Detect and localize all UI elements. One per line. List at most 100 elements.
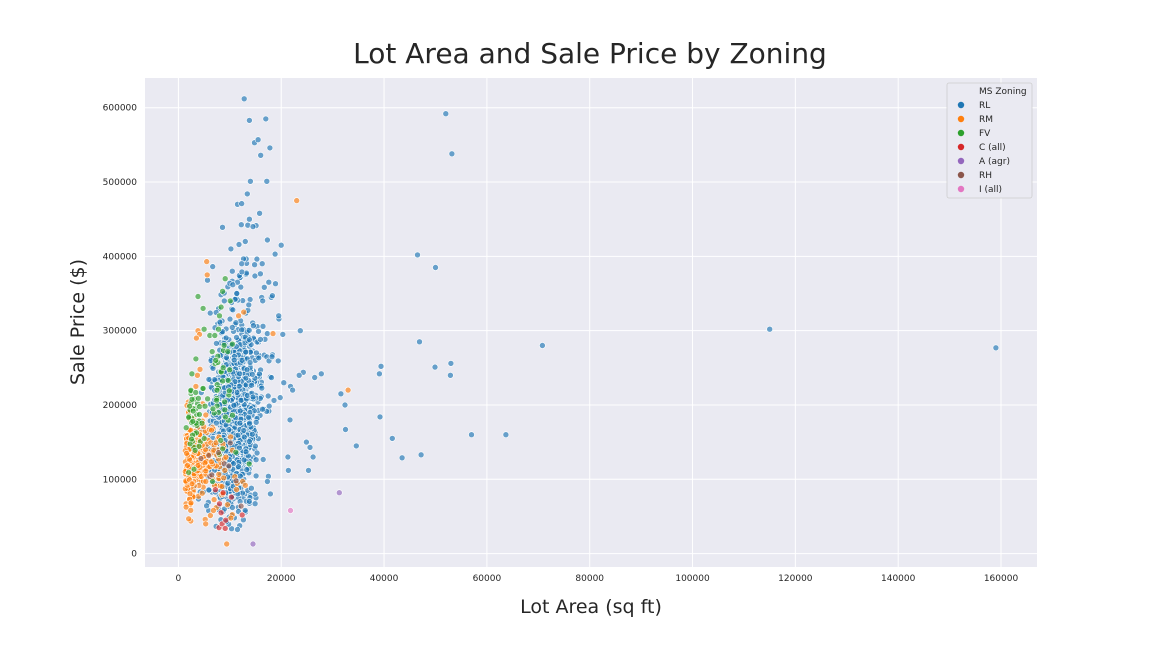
- y-tick-label: 0: [131, 550, 137, 560]
- data-point: [296, 327, 304, 335]
- data-point: [242, 481, 249, 489]
- data-point: [184, 462, 191, 469]
- data-point: [210, 496, 218, 503]
- data-point: [246, 296, 254, 303]
- data-point: [230, 401, 238, 409]
- data-point: [232, 448, 240, 456]
- data-point: [194, 462, 202, 469]
- data-point: [388, 435, 396, 442]
- data-point: [236, 382, 243, 390]
- data-point: [243, 366, 251, 374]
- x-tick-label: 120000: [778, 574, 813, 584]
- data-point: [221, 297, 228, 305]
- data-point: [766, 325, 774, 333]
- data-point: [246, 336, 253, 344]
- data-point: [202, 467, 209, 475]
- data-point: [245, 326, 253, 334]
- data-point: [217, 509, 225, 517]
- data-point: [212, 486, 219, 494]
- data-point: [201, 459, 209, 467]
- data-point: [242, 374, 250, 382]
- data-point: [258, 260, 266, 268]
- data-point: [264, 478, 271, 485]
- data-point: [246, 419, 253, 427]
- data-point: [202, 478, 210, 485]
- data-point: [220, 341, 228, 349]
- data-point: [199, 385, 207, 392]
- data-point: [259, 456, 267, 463]
- data-point: [303, 438, 310, 446]
- data-point: [377, 362, 385, 370]
- data-point: [216, 312, 223, 320]
- y-tick-label: 400000: [103, 252, 138, 262]
- data-point: [267, 490, 274, 498]
- data-point: [219, 489, 227, 497]
- data-point: [212, 356, 219, 364]
- data-point: [265, 278, 273, 286]
- data-point: [205, 452, 213, 459]
- data-point: [245, 413, 252, 421]
- data-point: [240, 427, 248, 434]
- data-point: [254, 136, 262, 143]
- data-point: [201, 402, 209, 410]
- y-tick-label: 500000: [103, 178, 138, 188]
- data-point: [263, 178, 271, 185]
- data-point: [188, 370, 196, 378]
- legend-entry: RH: [979, 171, 992, 181]
- data-point: [224, 348, 232, 355]
- data-point: [224, 501, 231, 509]
- data-point: [266, 144, 274, 152]
- data-point: [238, 260, 245, 268]
- y-axis-label: Sale Price ($): [67, 259, 89, 385]
- data-point: [992, 344, 1000, 352]
- data-point: [238, 221, 245, 228]
- data-point: [188, 435, 195, 443]
- data-point: [286, 416, 294, 424]
- series-c-all: [212, 486, 246, 532]
- data-point: [246, 438, 253, 445]
- legend-marker: [957, 129, 965, 137]
- legend-box: [946, 82, 1033, 199]
- data-point: [231, 356, 238, 364]
- data-point: [335, 489, 343, 497]
- data-point: [249, 430, 256, 438]
- data-point: [221, 275, 229, 283]
- x-tick-label: 140000: [881, 574, 916, 584]
- y-tick-label: 600000: [103, 104, 138, 114]
- data-point: [200, 435, 208, 442]
- series-rh: [197, 439, 245, 510]
- data-point: [213, 386, 221, 394]
- data-point: [188, 395, 196, 403]
- data-point: [227, 297, 234, 305]
- data-point: [209, 263, 216, 270]
- data-point: [253, 255, 261, 263]
- data-point: [208, 458, 215, 466]
- data-point: [220, 474, 227, 482]
- data-point: [215, 449, 222, 456]
- series-a-agr: [249, 489, 343, 548]
- data-point: [256, 370, 263, 378]
- data-point: [215, 471, 223, 478]
- data-point: [274, 357, 282, 365]
- data-point: [221, 525, 229, 532]
- data-point: [219, 287, 226, 295]
- data-point: [257, 152, 265, 159]
- data-point: [215, 325, 222, 333]
- data-point: [248, 484, 255, 492]
- data-point: [222, 334, 230, 342]
- data-point: [224, 377, 232, 384]
- data-point: [447, 371, 454, 379]
- plot-area: [145, 78, 1037, 567]
- data-point: [306, 444, 314, 451]
- data-point: [256, 210, 263, 217]
- data-point: [264, 392, 272, 400]
- data-point: [269, 330, 277, 337]
- data-point: [188, 480, 196, 488]
- x-tick-label: 40000: [370, 574, 399, 584]
- data-point: [206, 309, 214, 317]
- legend-entry: A (agr): [979, 157, 1010, 167]
- data-point: [237, 472, 244, 480]
- data-point: [289, 386, 296, 394]
- data-point: [259, 322, 267, 330]
- data-point: [276, 394, 284, 401]
